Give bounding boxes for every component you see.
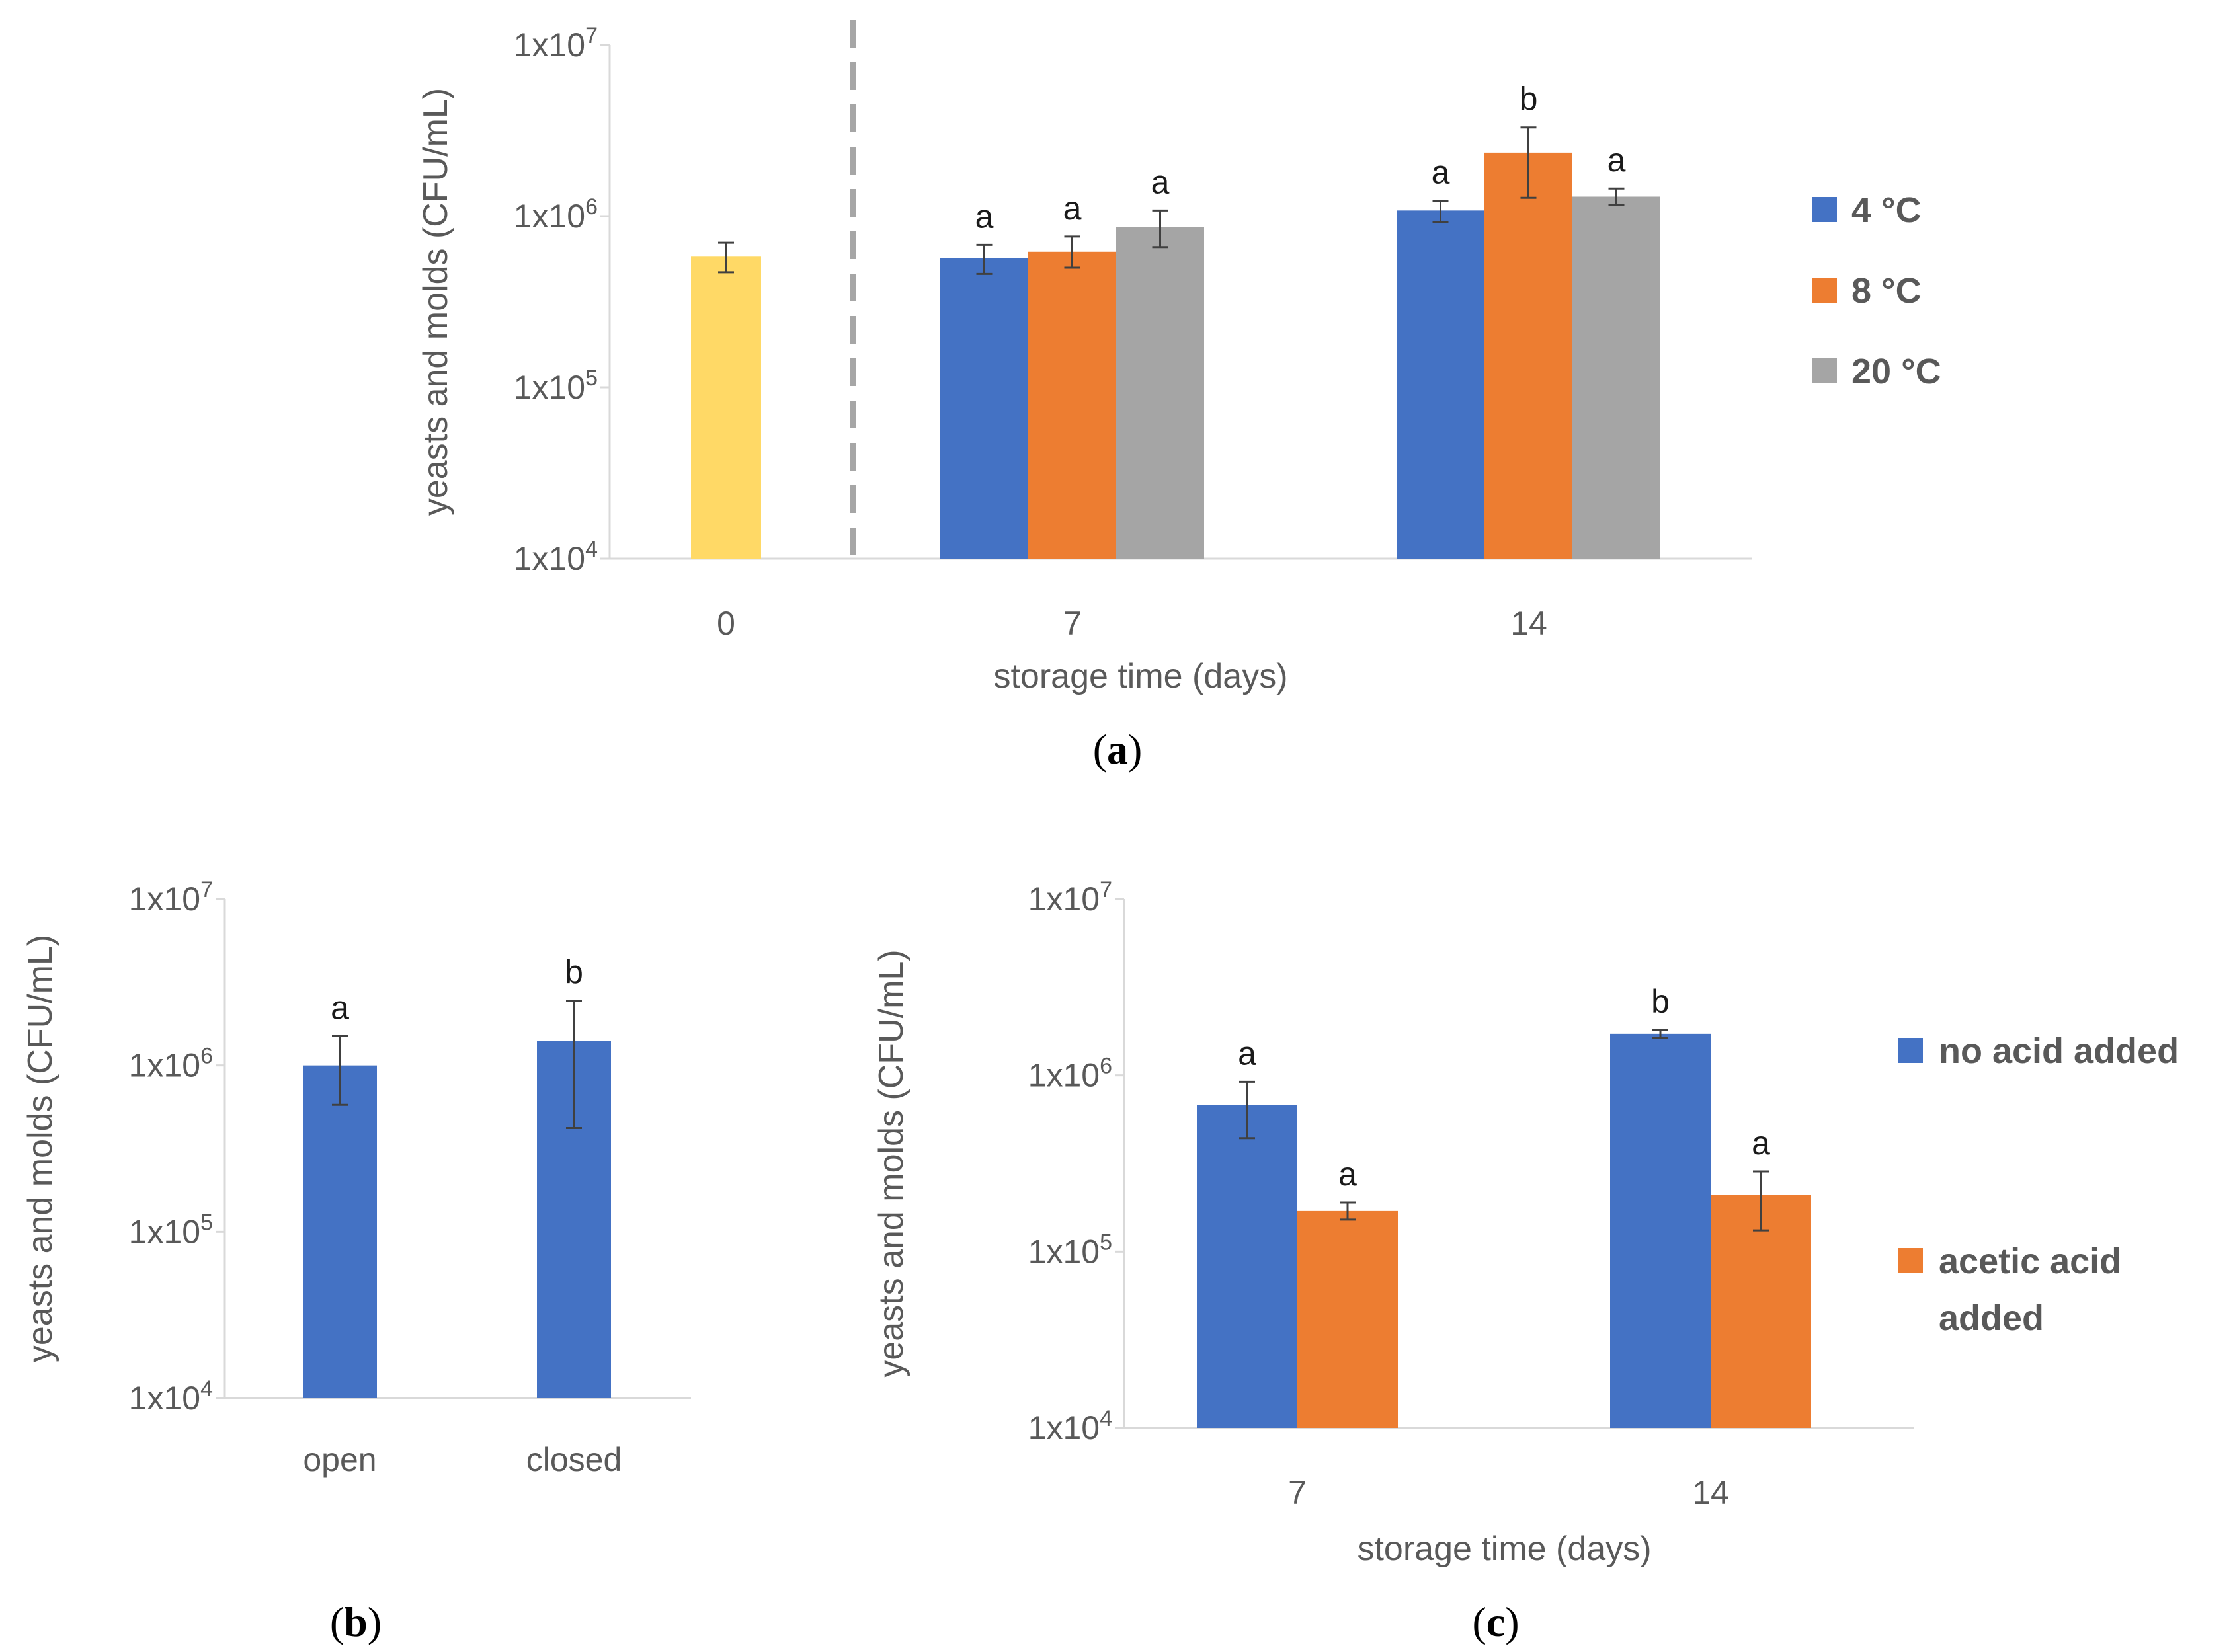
b-y-tick-label: 1x105	[129, 1210, 213, 1250]
a-x-axis-title: storage time (days)	[993, 657, 1287, 695]
c-y-axis-title: yeasts and molds (CFU/mL)	[872, 949, 911, 1377]
a-y-tick-label: 1x104	[514, 537, 598, 577]
a-legend-label: 8 °C	[1851, 271, 1922, 311]
c-acetic-acid-bar-group: a	[1297, 1156, 1398, 1428]
a-x-tick-label: 14	[1510, 605, 1547, 642]
b-closed-bar-group: b	[537, 954, 611, 1398]
a-20CC-bar	[1572, 196, 1660, 559]
c-y-tick-label: 1x107	[1028, 877, 1112, 918]
c-x-tick-label: 7	[1288, 1474, 1307, 1511]
a-legend-label: 4 °C	[1851, 190, 1922, 230]
c-acetic-acid-significance-letter: a	[1338, 1156, 1357, 1193]
b-y-axis: 1x104 1x105 1x106 1x107 yeasts and molds (CF…	[21, 877, 226, 1417]
a-x-tick-label: 0	[717, 605, 735, 642]
a-legend: 4 °C 8 °C 20 °C	[1812, 190, 1941, 391]
a-4CC-significance-letter: a	[1432, 154, 1450, 191]
c-legend-label: acetic acid	[1939, 1241, 2121, 1281]
a-4CC-bar-group: a	[1397, 154, 1484, 559]
c-acetic-acid-significance-letter: a	[1752, 1124, 1770, 1161]
a-legend-label: 20 °C	[1851, 352, 1941, 391]
b-closed-significance-letter: b	[565, 954, 583, 991]
a-20CC-bar-group: a	[1572, 141, 1660, 559]
c-legend-label: added	[1939, 1298, 2044, 1338]
b-y-tick-label: 1x106	[129, 1044, 213, 1084]
c-x-axis-title: storage time (days)	[1357, 1530, 1651, 1568]
c-acetic-acid-bar	[1297, 1210, 1398, 1428]
a-20CC-bar	[1116, 227, 1204, 559]
a-panel-label: (a)	[1093, 726, 1143, 773]
c-y-axis: 1x104 1x105 1x106 1x107 yeasts and molds (CF…	[872, 877, 1125, 1446]
c-acetic-acid-bar	[1711, 1195, 1811, 1428]
a-4CC-significance-letter: a	[975, 198, 994, 235]
a-y-tick-label: 1x106	[514, 194, 598, 235]
c-no-acid-significance-letter: a	[1238, 1035, 1256, 1072]
c-x-tick-label: 14	[1692, 1474, 1729, 1511]
c-legend: no acid added acetic acid added	[1898, 1031, 2179, 1338]
c-legend-swatch	[1898, 1248, 1923, 1273]
a-y-axis-title: yeasts and molds (CFU/mL)	[417, 88, 455, 516]
c-panel-label: (c)	[1472, 1598, 1519, 1645]
a-20CC-significance-letter: a	[1151, 163, 1170, 200]
c-no-acid-significance-letter: b	[1651, 983, 1670, 1020]
b-panel-label: (b)	[330, 1598, 382, 1645]
c-no-acid-bar-group: a	[1197, 1035, 1297, 1428]
a-x-tick-label: 7	[1063, 605, 1082, 642]
a-y-tick-label: 1x105	[514, 366, 598, 406]
c-no-acid-bar	[1610, 1033, 1711, 1428]
c-y-tick-label: 1x105	[1028, 1230, 1112, 1270]
b-y-tick-label: 1x104	[129, 1376, 213, 1417]
a-day0-bar-group	[691, 241, 761, 559]
a-4CC-bar	[1397, 210, 1484, 559]
c-acetic-acid-bar-group: a	[1711, 1124, 1811, 1428]
c-no-acid-bar-group: b	[1610, 983, 1711, 1428]
b-y-axis-title: yeasts and molds (CFU/mL)	[21, 935, 60, 1362]
a-8CC-significance-letter: b	[1520, 81, 1538, 118]
a-8CC-bar-group: b	[1484, 81, 1572, 559]
b-x-tick-label: open	[303, 1441, 376, 1478]
b-open-bar-group: a	[303, 989, 377, 1398]
c-y-tick-label: 1x104	[1028, 1406, 1112, 1446]
b-x-tick-label: closed	[526, 1441, 622, 1478]
a-legend-swatch	[1812, 278, 1837, 303]
c-no-acid-bar	[1197, 1105, 1297, 1428]
a-4CC-bar	[940, 258, 1028, 559]
b-open-significance-letter: a	[331, 989, 349, 1026]
b-open-bar	[303, 1065, 377, 1398]
a-8CC-bar	[1028, 251, 1116, 559]
c-legend-label: no acid added	[1939, 1031, 2179, 1071]
a-legend-swatch	[1812, 358, 1837, 383]
c-legend-swatch	[1898, 1038, 1923, 1063]
a-y-tick-label: 1x107	[514, 23, 598, 63]
a-20CC-bar-group: a	[1116, 163, 1204, 559]
a-20CC-significance-letter: a	[1607, 141, 1626, 178]
b-y-tick-label: 1x107	[129, 877, 213, 918]
a-8CC-bar	[1484, 152, 1572, 559]
a-legend-swatch	[1812, 197, 1837, 222]
a-y-axis: 1x104 1x105 1x106 1x107 yeasts and molds (CF…	[417, 23, 611, 577]
c-y-tick-label: 1x106	[1028, 1054, 1112, 1094]
a-8CC-bar-group: a	[1028, 190, 1116, 559]
a-8CC-significance-letter: a	[1063, 190, 1082, 227]
a-day0-bar	[691, 256, 761, 559]
a-4CC-bar-group: a	[940, 198, 1028, 559]
